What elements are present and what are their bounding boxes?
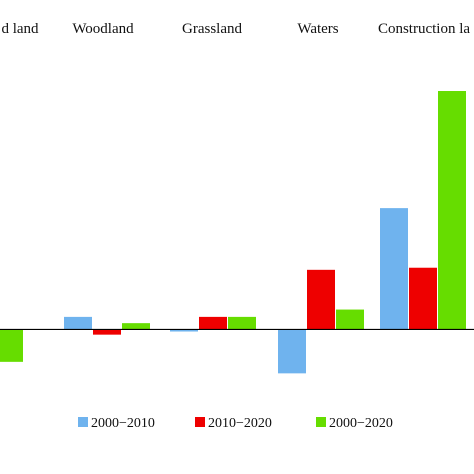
bar-2-5 xyxy=(409,267,437,330)
bar-2-4 xyxy=(307,269,335,330)
bar-3-5 xyxy=(438,91,466,330)
bar-3-1 xyxy=(0,329,23,362)
legend-swatch-2 xyxy=(195,417,205,427)
category-label: Grassland xyxy=(182,21,242,37)
legend-label-2: 2010−2020 xyxy=(208,416,272,431)
bar-2-3 xyxy=(199,316,227,330)
legend: 2000−2010 2010−2020 2000−2020 xyxy=(78,416,393,431)
bar-3-2 xyxy=(122,323,150,330)
bar-1-4 xyxy=(278,329,306,374)
legend-swatch-3 xyxy=(316,417,326,427)
category-label: Waters xyxy=(297,21,338,37)
category-label: Woodland xyxy=(72,21,134,37)
bar-1-2 xyxy=(64,316,92,330)
bar-2-2 xyxy=(93,329,121,335)
bars xyxy=(0,91,466,374)
bar-1-5 xyxy=(380,208,408,330)
legend-label-1: 2000−2010 xyxy=(91,416,155,431)
bar-3-4 xyxy=(336,309,364,330)
bar-1-3 xyxy=(170,329,198,332)
bar-3-3 xyxy=(228,316,256,330)
category-label: d land xyxy=(1,21,39,37)
legend-swatch-1 xyxy=(78,417,88,427)
legend-label-3: 2000−2020 xyxy=(329,416,393,431)
category-labels: d land Woodland Grassland Waters Constructio… xyxy=(1,21,470,37)
category-label: Construction la xyxy=(378,21,470,37)
